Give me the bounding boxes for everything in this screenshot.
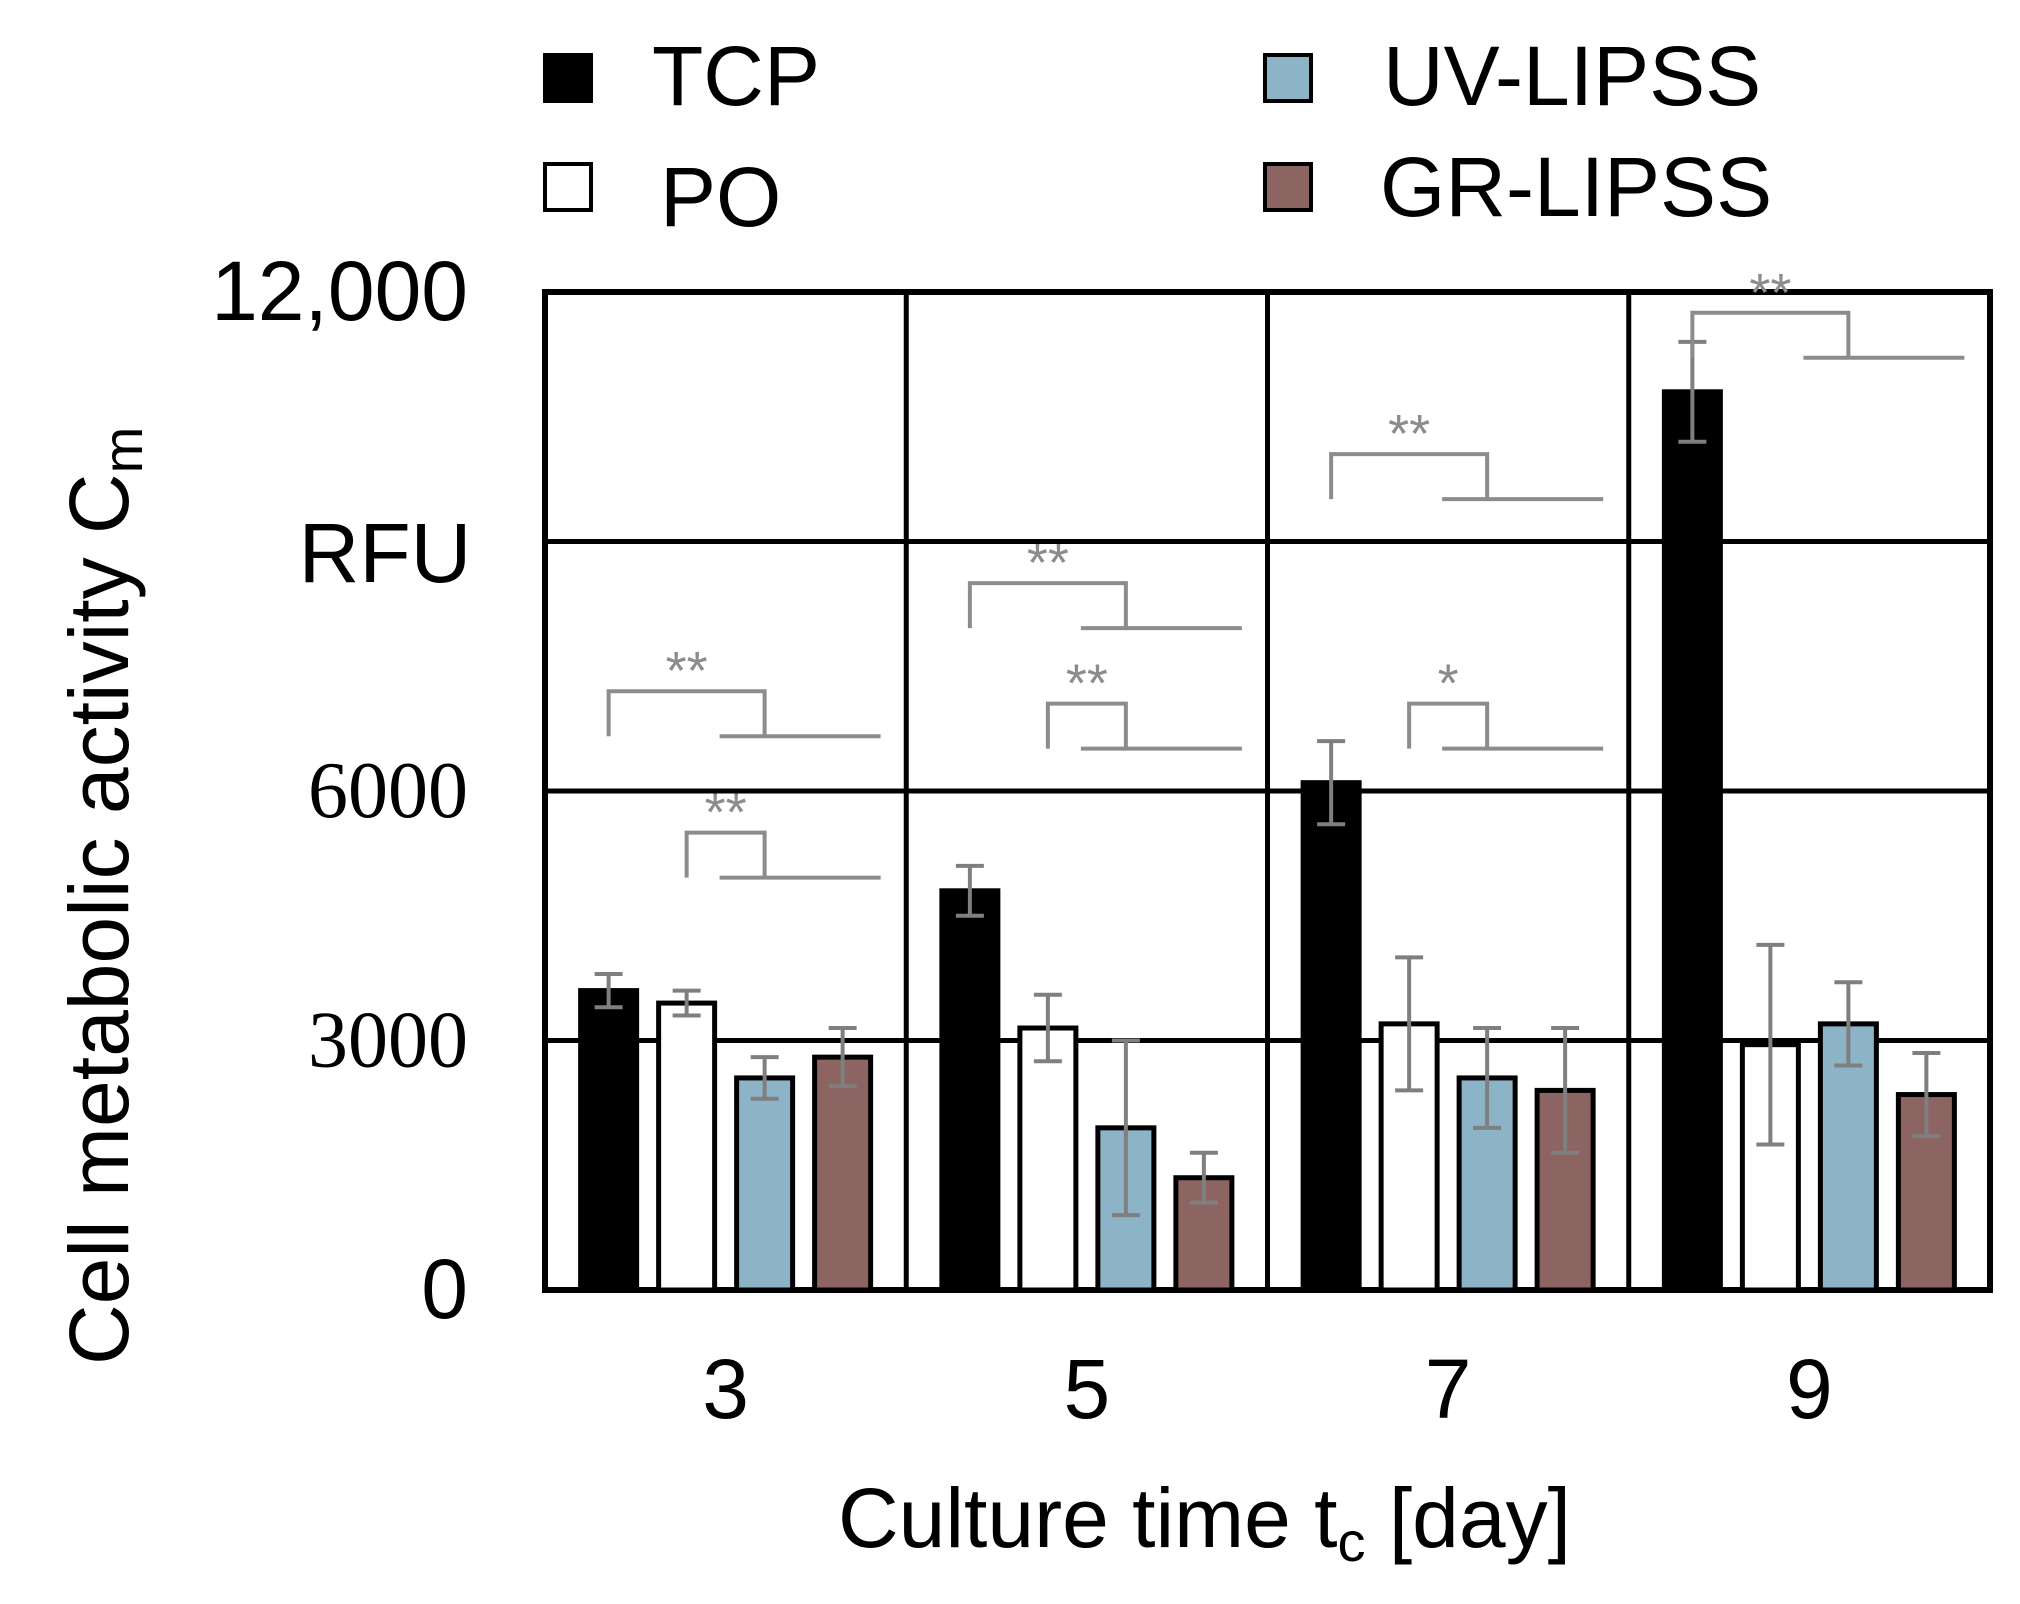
x-axis-title-main: Culture time t xyxy=(838,1471,1338,1565)
legend-swatch-uv-lipss xyxy=(1263,53,1313,103)
error-bar-uv-lipss-day-7 xyxy=(1473,1026,1502,1130)
error-bar-uv-lipss-day-3 xyxy=(750,1055,779,1101)
bar-po-day-9 xyxy=(1739,1042,1801,1293)
significance-label-1: ** xyxy=(705,783,747,843)
error-bar-uv-lipss-day-9 xyxy=(1834,980,1863,1068)
y-tick-label-3: 3000 xyxy=(308,997,468,1085)
error-bar-tcp-day-3 xyxy=(594,971,623,1010)
bar-tcp-day-9 xyxy=(1661,389,1723,1293)
bar-po-day-3 xyxy=(656,1000,718,1293)
bar-tcp-day-7 xyxy=(1300,780,1362,1293)
bar-tcp-day-5 xyxy=(939,888,1001,1293)
error-bar-tcp-day-7 xyxy=(1317,739,1346,827)
legend-swatch-tcp xyxy=(543,53,593,103)
bar-uv-lipss-day-9 xyxy=(1817,1021,1879,1293)
error-bar-gr-lipss-day-3 xyxy=(828,1026,857,1089)
legend-label-po: PO xyxy=(660,150,781,244)
significance-bracket-2 xyxy=(967,581,1242,631)
x-axis-title-unit: [day] xyxy=(1366,1471,1571,1565)
error-bar-po-day-7 xyxy=(1395,955,1424,1093)
significance-label-6: ** xyxy=(1749,263,1791,323)
significance-bracket-1 xyxy=(684,830,881,880)
significance-label-5: * xyxy=(1438,654,1459,714)
significance-label-2: ** xyxy=(1027,533,1069,593)
significance-bracket-3 xyxy=(1045,701,1242,751)
error-bar-po-day-5 xyxy=(1033,992,1062,1064)
legend-label-gr-lipss: GR-LIPSS xyxy=(1380,140,1772,234)
x-axis-title: Culture time tc [day] xyxy=(838,1471,1571,1573)
error-bar-gr-lipss-day-9 xyxy=(1912,1050,1941,1139)
legend-item-po[interactable]: PO xyxy=(543,150,781,244)
x-tick-label-9: 9 xyxy=(1786,1342,1833,1436)
y-axis-title-subscript: m xyxy=(91,427,154,474)
legend-label-tcp: TCP xyxy=(652,29,820,123)
error-bar-gr-lipss-day-5 xyxy=(1189,1150,1218,1205)
x-tick-label-5: 5 xyxy=(1064,1342,1111,1436)
legend-item-tcp[interactable]: TCP xyxy=(543,29,820,123)
y-tick-label-4: 0 xyxy=(421,1242,468,1336)
legend-label-uv-lipss: UV-LIPSS xyxy=(1383,29,1761,123)
bar-gr-lipss-day-3 xyxy=(812,1054,874,1293)
significance-bracket-5 xyxy=(1407,701,1604,751)
y-tick-label-0: 12,000 xyxy=(211,244,468,338)
significance-label-4: ** xyxy=(1388,404,1430,464)
legend-item-gr-lipss[interactable]: GR-LIPSS xyxy=(1263,140,1772,234)
error-bar-uv-lipss-day-5 xyxy=(1111,1038,1140,1218)
legend-swatch-gr-lipss xyxy=(1263,162,1313,212)
legend-swatch-po xyxy=(543,162,593,212)
bar-uv-lipss-day-3 xyxy=(734,1075,796,1293)
error-bar-po-day-3 xyxy=(672,988,701,1018)
significance-label-0: ** xyxy=(666,641,708,701)
y-tick-label-2: 6000 xyxy=(308,747,468,835)
significance-bracket-6 xyxy=(1690,310,1965,360)
y-axis-unit: RFU xyxy=(299,506,472,600)
bar-tcp-day-3 xyxy=(578,988,640,1293)
significance-bracket-4 xyxy=(1329,452,1604,502)
x-tick-label-7: 7 xyxy=(1425,1342,1472,1436)
bar-po-day-5 xyxy=(1017,1025,1079,1293)
x-axis-title-subscript: c xyxy=(1338,1510,1366,1573)
significance-label-3: ** xyxy=(1066,654,1108,714)
y-axis-title-main: Cell metabolic activity C xyxy=(52,473,146,1365)
legend: TCP PO UV-LIPSS GR-LIPSS xyxy=(543,29,1772,244)
x-tick-label-3: 3 xyxy=(702,1342,749,1436)
error-bar-tcp-day-5 xyxy=(955,863,984,918)
error-bar-po-day-9 xyxy=(1756,942,1785,1147)
y-axis-title: Cell metabolic activity Cm xyxy=(52,427,154,1365)
significance-bracket-0 xyxy=(606,689,881,739)
error-bar-gr-lipss-day-7 xyxy=(1551,1026,1580,1155)
plot-frame xyxy=(542,289,1993,1293)
legend-item-uv-lipss[interactable]: UV-LIPSS xyxy=(1263,29,1761,123)
